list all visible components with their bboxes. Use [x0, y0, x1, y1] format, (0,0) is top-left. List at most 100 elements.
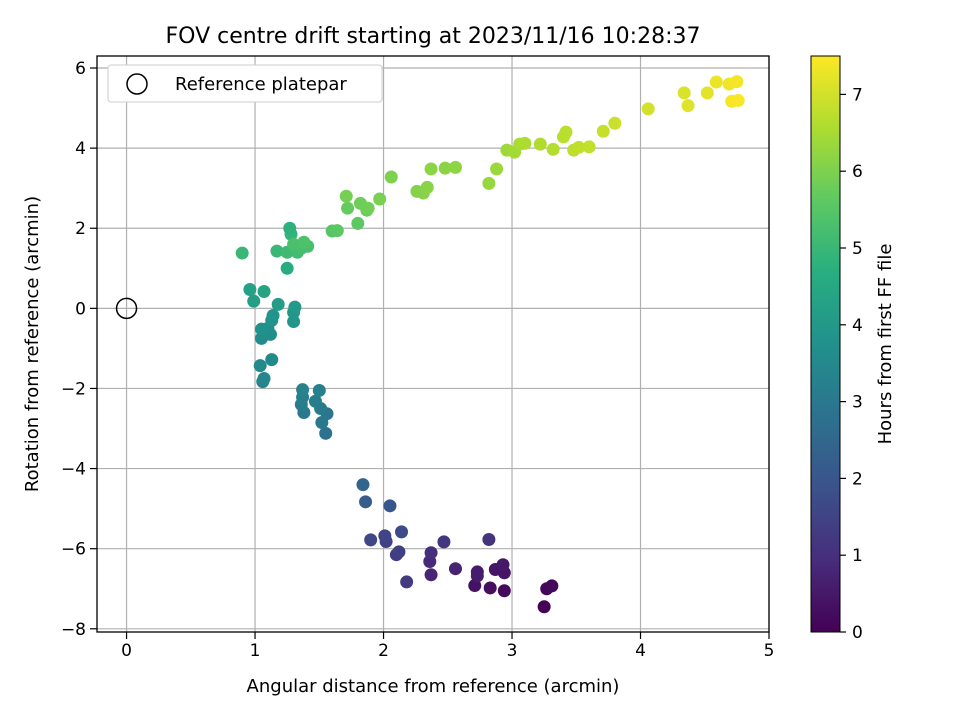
- scatter-point: [243, 283, 257, 297]
- colorbar-tick-label: 5: [852, 239, 863, 259]
- scatter-point: [364, 533, 378, 547]
- colorbar-tick-label: 2: [852, 469, 863, 489]
- scatter-point: [572, 140, 586, 154]
- scatter-point: [448, 562, 462, 576]
- scatter-point: [287, 237, 301, 251]
- x-tick-label: 0: [121, 641, 132, 661]
- y-tick-label: −8: [61, 620, 86, 640]
- scatter-point: [730, 75, 744, 89]
- colorbar-ticks: 0 1 2 3 4 5 6 7: [840, 85, 863, 643]
- scatter-point: [420, 180, 434, 194]
- scatter-point: [497, 584, 511, 598]
- scatter-point: [287, 315, 301, 329]
- y-tick-label: −6: [61, 540, 86, 560]
- scatter-point: [235, 246, 249, 260]
- scatter-point: [424, 568, 438, 582]
- scatter-point: [437, 535, 451, 549]
- x-axis-ticks: 0 1 2 3 4 5: [121, 632, 774, 661]
- scatter-point: [424, 546, 438, 560]
- scatter-point: [681, 99, 695, 113]
- scatter-point: [596, 124, 610, 138]
- scatter-point: [383, 499, 397, 513]
- scatter-point: [582, 140, 596, 154]
- scatter-point: [296, 383, 310, 397]
- scatter-point: [297, 235, 311, 249]
- scatter-point: [448, 160, 462, 174]
- colorbar: [810, 55, 841, 633]
- scatter-point: [490, 162, 504, 176]
- legend-marker-circle: [126, 73, 148, 95]
- scatter-point: [384, 170, 398, 184]
- scatter-point: [373, 192, 387, 206]
- scatter-point: [518, 136, 532, 150]
- scatter-point: [247, 294, 261, 308]
- scatter-point: [330, 224, 344, 238]
- colorbar-tick-label: 1: [852, 546, 863, 566]
- scatter-point: [392, 545, 406, 559]
- reference-marker: [115, 297, 138, 320]
- reference-point: [115, 297, 138, 320]
- scatter-point: [265, 353, 279, 367]
- scatter-point: [559, 125, 573, 139]
- scatter-point: [677, 86, 691, 100]
- x-tick-label: 1: [250, 641, 261, 661]
- scatter-point: [608, 116, 622, 130]
- colorbar-tick-label: 3: [852, 393, 863, 413]
- scatter-point: [359, 495, 373, 509]
- colorbar-label: Hours from first FF file: [875, 244, 896, 445]
- y-axis-ticks: −8 −6 −4 −2 0 2 4 6: [61, 59, 97, 640]
- scatter-point: [482, 176, 496, 190]
- scatter-point: [270, 244, 284, 258]
- scatter-point: [253, 359, 267, 373]
- plot-frame: [96, 55, 770, 633]
- y-tick-label: −2: [61, 379, 86, 399]
- colorbar-tick-label: 6: [852, 162, 863, 182]
- scatter-point: [341, 201, 355, 215]
- y-tick-label: 4: [75, 139, 86, 159]
- scatter-point: [700, 86, 714, 100]
- legend-label: Reference platepar: [175, 74, 347, 95]
- scatter-point: [545, 579, 559, 593]
- y-tick-label: 0: [75, 299, 86, 319]
- x-tick-label: 4: [635, 641, 646, 661]
- scatter-point: [288, 300, 302, 314]
- x-axis-label: Angular distance from reference (arcmin): [247, 676, 620, 697]
- scatter-point: [266, 309, 280, 323]
- scatter-point: [400, 575, 414, 589]
- legend: Reference platepar: [107, 64, 383, 103]
- scatter-point: [537, 600, 551, 614]
- chart-title: FOV centre drift starting at 2023/11/16 …: [166, 24, 701, 49]
- scatter-point: [378, 529, 392, 543]
- scatter-point: [482, 532, 496, 546]
- scatter-point: [319, 426, 333, 440]
- scatter-point: [731, 93, 745, 107]
- scatter-point: [470, 569, 484, 583]
- scatter-point: [312, 383, 326, 397]
- scatter-point: [315, 416, 329, 430]
- scatter-point: [254, 322, 268, 336]
- y-tick-label: −4: [61, 460, 86, 480]
- legend-box: [107, 64, 383, 103]
- scatter-points: [235, 75, 745, 614]
- grid-lines: [97, 56, 770, 632]
- scatter-point: [283, 221, 297, 235]
- scatter-point: [280, 261, 294, 275]
- colorbar-tick-label: 4: [852, 316, 863, 336]
- scatter-point: [395, 525, 409, 539]
- y-tick-label: 2: [75, 219, 86, 239]
- scatter-point: [533, 137, 547, 151]
- scatter-point: [361, 201, 375, 215]
- scatter-point: [438, 161, 452, 175]
- scatter-point: [351, 216, 365, 230]
- scatter-point: [356, 478, 370, 492]
- x-tick-label: 5: [764, 641, 775, 661]
- scatter-point: [546, 142, 560, 156]
- y-tick-label: 6: [75, 59, 86, 79]
- scatter-point: [641, 102, 655, 116]
- colorbar-tick-label: 0: [852, 623, 863, 643]
- scatter-point: [709, 75, 723, 89]
- scatter-point: [496, 558, 510, 572]
- scatter-point: [257, 371, 271, 385]
- x-tick-label: 3: [507, 641, 518, 661]
